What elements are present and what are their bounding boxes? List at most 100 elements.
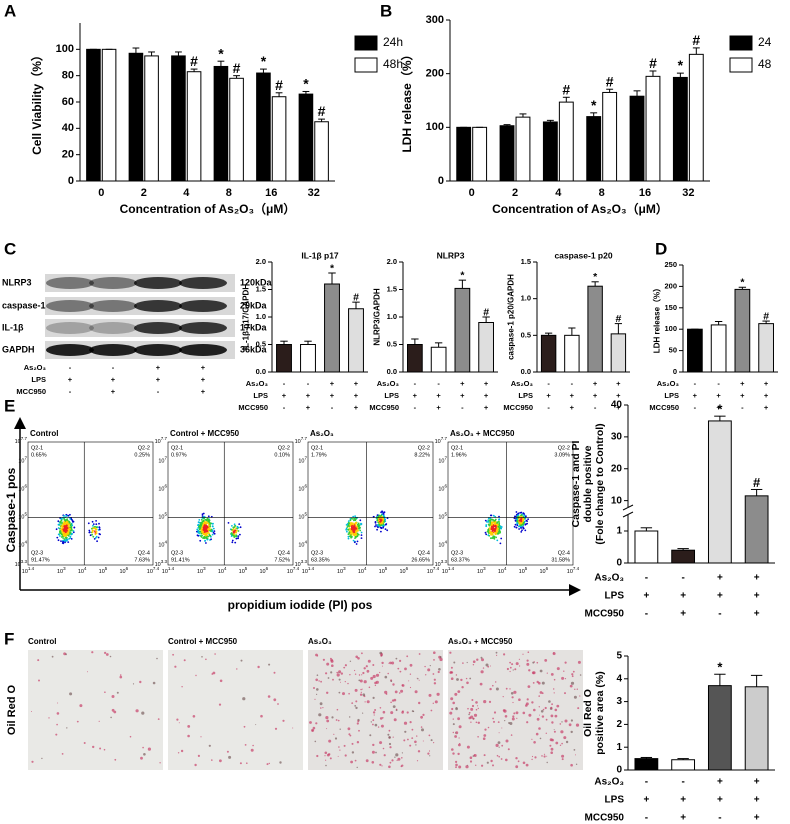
blot-band xyxy=(89,344,137,356)
bar xyxy=(634,758,659,771)
treatment-sign: + xyxy=(111,387,116,396)
event-dot xyxy=(95,532,98,534)
event-dot xyxy=(233,535,236,538)
stain-speck xyxy=(109,655,112,658)
tick-base: 10 xyxy=(99,569,105,575)
stain-speck xyxy=(427,668,431,672)
event-dot xyxy=(374,521,377,524)
stain-speck xyxy=(472,664,475,666)
stain-speck xyxy=(319,702,323,706)
event-dot xyxy=(515,511,518,513)
stain-speck xyxy=(135,709,139,713)
stain-speck xyxy=(347,682,349,685)
event-dot xyxy=(497,527,499,530)
stain-speck xyxy=(570,681,575,685)
bar xyxy=(707,420,732,564)
treatment-sign: + xyxy=(484,391,489,400)
tick-base: 10 xyxy=(162,569,168,575)
event-dot xyxy=(487,521,490,523)
stain-speck xyxy=(470,715,474,719)
event-dot xyxy=(97,536,100,539)
event-dot xyxy=(492,525,495,527)
stain-speck xyxy=(354,759,357,762)
flow-frame xyxy=(447,441,574,566)
treatment-label: LPS xyxy=(664,391,679,400)
stain-speck xyxy=(561,721,563,723)
event-dot xyxy=(495,525,497,527)
stain-speck xyxy=(197,754,200,758)
stain-speck xyxy=(316,688,319,691)
stain-speck xyxy=(181,686,183,688)
y-tick-label: 20 xyxy=(611,463,623,474)
stain-speck xyxy=(475,701,478,704)
stain-speck xyxy=(571,675,574,678)
stain-speck xyxy=(330,671,333,674)
stain-speck xyxy=(545,732,547,734)
stain-speck xyxy=(63,652,66,656)
event-dot xyxy=(498,522,501,525)
treatment-label: MCC950 xyxy=(238,403,268,412)
y-tick-label: 0.0 xyxy=(521,367,531,376)
protein-label: caspase-1 xyxy=(2,300,46,310)
stain-speck xyxy=(388,662,390,664)
stain-speck xyxy=(461,686,464,689)
stain-speck xyxy=(525,702,529,706)
stain-speck xyxy=(498,732,500,734)
tick-exp: 5 xyxy=(24,512,27,517)
flow-frame xyxy=(27,441,154,566)
tick-base: 10 xyxy=(435,439,441,445)
stain-speck xyxy=(511,663,514,666)
stain-speck xyxy=(333,733,335,735)
treatment-sign: + xyxy=(680,591,686,602)
flow-tick-label: 103.3 xyxy=(435,559,448,568)
stain-speck xyxy=(551,721,554,724)
flow-tick-label: 105 xyxy=(438,512,447,521)
stain-speck xyxy=(338,691,341,694)
event-dot xyxy=(346,526,349,528)
flow-tick-label: 106 xyxy=(158,484,167,493)
event-dot xyxy=(202,520,205,523)
stain-speck xyxy=(477,707,479,710)
stain-speck xyxy=(246,762,248,764)
tick-exp: 6 xyxy=(266,566,269,571)
stain-speck xyxy=(339,728,341,730)
bar xyxy=(171,55,186,182)
treatment-sign: - xyxy=(69,363,72,372)
panel-label: E xyxy=(4,396,15,415)
event-dot xyxy=(206,538,209,541)
event-dot xyxy=(70,528,73,531)
y-tick-label: 4 xyxy=(616,673,622,684)
stain-speck xyxy=(409,721,412,724)
y-tick-label: 0.0 xyxy=(256,367,266,376)
tick-base: 10 xyxy=(298,543,304,549)
stain-speck xyxy=(98,720,100,722)
flow-frame xyxy=(307,441,434,566)
stain-speck xyxy=(368,686,371,689)
event-dot xyxy=(62,534,65,536)
stain-speck xyxy=(379,717,383,720)
tick-exp: 7.7 xyxy=(441,436,448,441)
stain-speck xyxy=(439,657,443,662)
event-dot xyxy=(57,539,60,542)
photo-title: As₂O₃ xyxy=(308,637,332,646)
event-dot xyxy=(62,523,64,526)
event-dot xyxy=(360,531,363,534)
event-dot xyxy=(57,533,60,536)
stain-speck xyxy=(484,728,487,731)
event-dot xyxy=(199,525,202,528)
stain-speck xyxy=(429,665,431,667)
event-dot xyxy=(518,528,520,530)
stain-speck xyxy=(366,669,370,673)
bar xyxy=(478,322,494,373)
event-dot xyxy=(357,533,360,536)
treatment-sign: + xyxy=(717,573,723,584)
stain-speck xyxy=(496,654,498,657)
stain-speck xyxy=(329,757,332,760)
stain-speck xyxy=(403,739,406,742)
stain-speck xyxy=(113,710,117,714)
stain-speck xyxy=(512,701,514,704)
event-dot xyxy=(523,522,525,525)
event-dot xyxy=(495,536,497,539)
y-tick-label: 150 xyxy=(664,303,677,312)
event-dot xyxy=(384,528,387,530)
